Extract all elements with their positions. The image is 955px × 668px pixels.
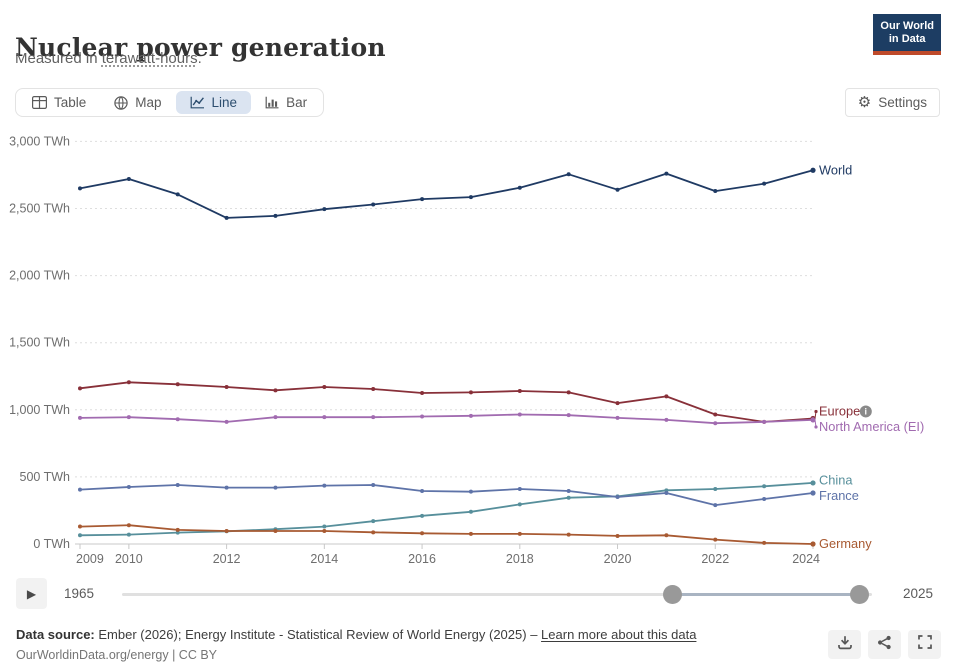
svg-text:2009: 2009 — [76, 552, 104, 566]
chart-type-tabs: Table Map Line Bar — [15, 88, 325, 117]
play-icon: ▶ — [26, 586, 37, 601]
timeline-start-handle[interactable] — [662, 585, 682, 604]
svg-text:2016: 2016 — [408, 552, 436, 566]
svg-text:2018: 2018 — [506, 552, 534, 566]
download-button[interactable] — [828, 630, 861, 659]
gear-icon: ⚙ — [857, 94, 872, 111]
svg-text:0 TWh: 0 TWh — [33, 537, 70, 551]
bar-chart-icon — [265, 96, 279, 109]
svg-text:2020: 2020 — [604, 552, 632, 566]
settings-label: Settings — [878, 95, 927, 110]
chart-subtitle: Measured in terawatt-hours. — [15, 50, 202, 67]
svg-text:2,500 TWh: 2,500 TWh — [9, 202, 70, 216]
page-title: Nuclear power generation — [15, 32, 386, 62]
attribution-line: OurWorldinData.org/energy | CC BY — [16, 648, 218, 662]
series-label[interactable]: China — [819, 472, 853, 487]
tab-map[interactable]: Map — [100, 91, 175, 114]
svg-text:3,000 TWh: 3,000 TWh — [9, 134, 70, 148]
subtitle-suffix: . — [197, 50, 202, 67]
series-label[interactable]: Europe — [819, 404, 860, 419]
settings-button[interactable]: ⚙ Settings — [844, 88, 940, 117]
fullscreen-icon — [917, 635, 932, 654]
fullscreen-button[interactable] — [908, 630, 941, 659]
timeline-end-year: 2025 — [902, 586, 933, 601]
svg-text:2012: 2012 — [213, 552, 241, 566]
svg-text:2024: 2024 — [792, 552, 820, 566]
learn-more-link[interactable]: Learn more about this data — [541, 627, 697, 642]
line-chart-canvas[interactable]: 0 TWh 500 TWh 1,000 TWh 1,500 TWh 2,000 TWh 2… — [0, 130, 955, 578]
chart-svg: 0 TWh 500 TWh 1,000 TWh 1,500 TWh 2,000 TWh 2… — [9, 134, 924, 566]
data-source-label: Data source: — [16, 627, 95, 642]
series-label[interactable]: World — [819, 162, 852, 177]
timeline-track[interactable] — [122, 593, 872, 596]
tab-bar[interactable]: Bar — [251, 91, 321, 114]
svg-text:2,000 TWh: 2,000 TWh — [9, 269, 70, 283]
logo-line2: in Data — [888, 33, 926, 45]
share-icon — [877, 635, 892, 655]
tab-table-label: Table — [54, 95, 87, 110]
svg-text:500 TWh: 500 TWh — [20, 470, 71, 484]
timeline-start-year: 1965 — [64, 586, 95, 601]
timeline-selected-range[interactable] — [672, 593, 860, 596]
tab-line-label: Line — [211, 95, 238, 110]
data-source-text: Ember (2026); Energy Institute - Statist… — [94, 627, 542, 642]
series-label[interactable]: France — [819, 488, 859, 503]
logo-line1: Our World — [880, 20, 934, 32]
tab-table[interactable]: Table — [18, 91, 100, 114]
owid-logo[interactable]: Our World in Data — [873, 14, 941, 55]
terawatt-hours-link[interactable]: terawatt-hours — [101, 50, 198, 67]
share-button[interactable] — [868, 630, 901, 659]
globe-icon — [114, 95, 128, 110]
series-label[interactable]: North America (EI) — [819, 419, 924, 434]
tab-bar-label: Bar — [286, 95, 308, 110]
table-icon — [32, 96, 47, 109]
svg-text:2010: 2010 — [115, 552, 143, 566]
line-chart-icon — [190, 96, 205, 109]
svg-text:2022: 2022 — [701, 552, 729, 566]
timeline: ▶ 1965 2025 — [0, 578, 955, 612]
series-label[interactable]: Germany — [819, 536, 872, 551]
data-source-line: Data source: Ember (2026); Energy Instit… — [16, 627, 696, 642]
timeline-end-handle[interactable] — [850, 585, 869, 604]
svg-text:i: i — [865, 407, 868, 417]
info-icon[interactable] — [859, 405, 872, 418]
download-icon — [837, 635, 853, 655]
tab-line[interactable]: Line — [175, 91, 252, 114]
play-button[interactable]: ▶ — [16, 578, 47, 609]
tab-map-label: Map — [135, 95, 162, 110]
svg-text:1,000 TWh: 1,000 TWh — [9, 403, 70, 417]
subtitle-prefix: Measured in — [15, 50, 102, 67]
svg-text:2014: 2014 — [310, 552, 338, 566]
chart-action-buttons — [828, 630, 941, 659]
svg-text:1,500 TWh: 1,500 TWh — [9, 336, 70, 350]
